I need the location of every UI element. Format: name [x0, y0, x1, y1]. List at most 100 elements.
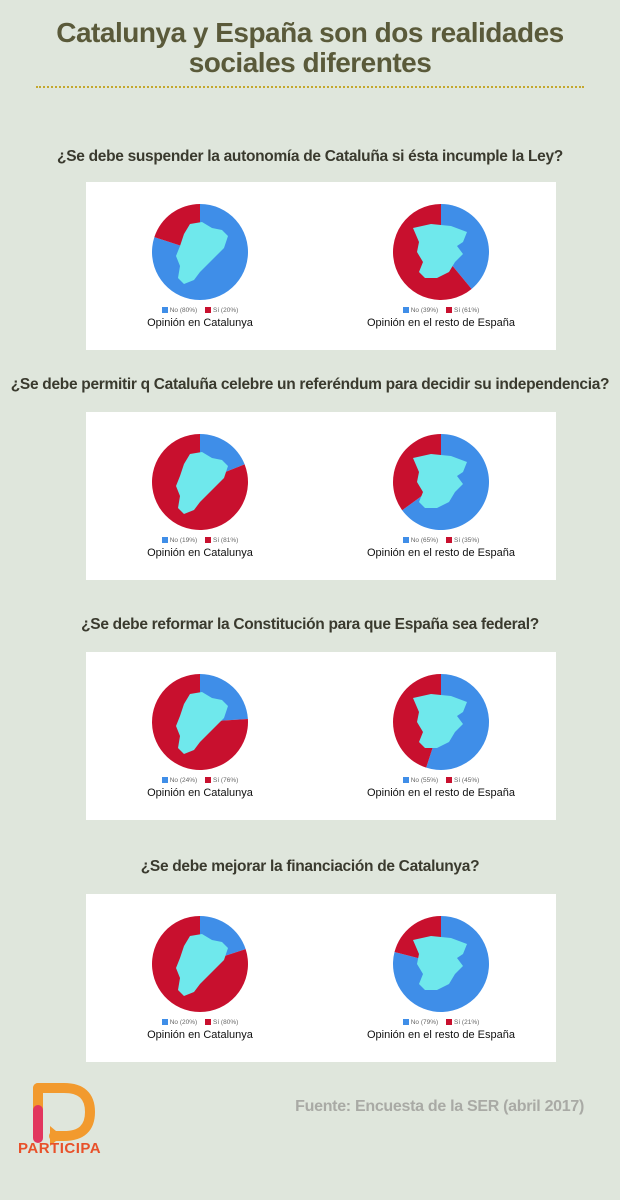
pie-chart — [152, 434, 249, 530]
pie-block-catalunya-3: No (24%) Sí (76%) Opinión en Catalunya — [100, 672, 300, 799]
legend-label-si: Sí (20%) — [212, 307, 239, 314]
legend-label-no: No (20%) — [169, 1019, 198, 1026]
legend-swatch-no — [161, 306, 168, 313]
legend-label-no: No (24%) — [169, 777, 198, 784]
espana-map-silhouette — [413, 936, 467, 990]
espana-map-silhouette — [413, 224, 467, 278]
legend-swatch-si — [204, 536, 211, 543]
legend-swatch-no — [161, 776, 168, 783]
chart-panel-2: No (19%) Sí (81%) Opinión en Catalunya N… — [86, 412, 556, 580]
legend-item-no: No (65%) — [402, 536, 439, 544]
legend-swatch-no — [402, 536, 409, 543]
question-4: ¿Se debe mejorar la financiación de Cata… — [140, 858, 480, 875]
legend-swatch-no — [402, 306, 409, 313]
legend-label-no: No (80%) — [169, 307, 198, 314]
chart-panel-1: No (80%) Sí (20%) Opinión en Catalunya N… — [86, 182, 556, 350]
pie-chart — [393, 916, 490, 1012]
legend: No (55%) Sí (45%) — [341, 776, 541, 785]
legend-item-si: Sí (45%) — [445, 776, 480, 784]
pie-block-catalunya-1: No (80%) Sí (20%) Opinión en Catalunya — [100, 202, 300, 329]
pie-block-espana-1: No (39%) Sí (61%) Opinión en el resto de… — [341, 202, 541, 329]
legend-label-si: Sí (80%) — [212, 1019, 239, 1026]
legend: No (79%) Sí (21%) — [341, 1018, 541, 1027]
participa-logo-text: PARTICIPA — [18, 1140, 102, 1157]
legend-item-si: Sí (81%) — [204, 536, 239, 544]
question-3: ¿Se debe reformar la Constitución para q… — [81, 616, 539, 633]
pie-chart — [152, 204, 249, 300]
title-divider — [36, 86, 584, 88]
pie-block-catalunya-2: No (19%) Sí (81%) Opinión en Catalunya — [100, 432, 300, 559]
legend: No (19%) Sí (81%) — [100, 536, 300, 545]
legend: No (39%) Sí (61%) — [341, 306, 541, 315]
legend-item-no: No (79%) — [402, 1018, 439, 1026]
legend: No (80%) Sí (20%) — [100, 306, 300, 315]
legend-label-no: No (39%) — [410, 307, 439, 314]
legend-swatch-si — [445, 306, 452, 313]
pie-caption: Opinión en Catalunya — [147, 317, 253, 329]
legend-label-si: Sí (76%) — [212, 777, 239, 784]
pie-caption: Opinión en el resto de España — [367, 1029, 515, 1041]
legend-item-si: Sí (61%) — [445, 306, 480, 314]
catalunya-map-silhouette — [176, 934, 228, 996]
question-2: ¿Se debe permitir q Cataluña celebre un … — [10, 376, 610, 393]
legend-item-no: No (24%) — [161, 776, 198, 784]
legend-swatch-si — [445, 536, 452, 543]
pie-chart — [393, 674, 490, 770]
legend-label-si: Sí (45%) — [453, 777, 480, 784]
title-line-2: sociales diferentes — [188, 47, 432, 78]
legend-item-si: Sí (20%) — [204, 306, 239, 314]
legend-label-si: Sí (61%) — [453, 307, 480, 314]
source-note: Fuente: Encuesta de la SER (abril 2017) — [295, 1098, 584, 1115]
page-title: Catalunya y España son dos realidades so… — [0, 18, 620, 78]
pie-chart — [392, 204, 489, 300]
legend-item-no: No (80%) — [161, 306, 198, 314]
legend-item-si: Sí (80%) — [204, 1018, 239, 1026]
pie-chart — [151, 916, 248, 1012]
legend-label-no: No (19%) — [169, 537, 198, 544]
legend: No (20%) Sí (80%) — [100, 1018, 300, 1027]
pie-chart — [152, 674, 249, 770]
legend-label-si: Sí (35%) — [453, 537, 480, 544]
legend-swatch-si — [204, 1018, 211, 1025]
legend-label-no: No (65%) — [410, 537, 439, 544]
legend-swatch-si — [204, 306, 211, 313]
legend-item-no: No (39%) — [402, 306, 439, 314]
legend-label-si: Sí (81%) — [212, 537, 239, 544]
catalunya-map-silhouette — [176, 692, 228, 754]
catalunya-map-silhouette — [176, 452, 228, 514]
legend-item-no: No (55%) — [402, 776, 439, 784]
legend-label-no: No (55%) — [410, 777, 439, 784]
pie-caption: Opinión en el resto de España — [367, 547, 515, 559]
pie-block-espana-4: No (79%) Sí (21%) Opinión en el resto de… — [341, 914, 541, 1041]
legend: No (24%) Sí (76%) — [100, 776, 300, 785]
pie-caption: Opinión en el resto de España — [367, 317, 515, 329]
catalunya-map-silhouette — [176, 222, 228, 284]
pie-caption: Opinión en Catalunya — [147, 787, 253, 799]
legend-swatch-no — [161, 536, 168, 543]
legend-swatch-no — [402, 776, 409, 783]
espana-map-silhouette — [413, 454, 467, 508]
question-1: ¿Se debe suspender la autonomía de Catal… — [57, 148, 563, 165]
legend-item-si: Sí (21%) — [445, 1018, 480, 1026]
legend-swatch-si — [445, 1018, 452, 1025]
legend-swatch-no — [161, 1018, 168, 1025]
pie-caption: Opinión en el resto de España — [367, 787, 515, 799]
pie-slice-si — [393, 434, 441, 511]
legend-item-no: No (19%) — [161, 536, 198, 544]
pie-chart — [393, 434, 490, 530]
legend-swatch-si — [445, 776, 452, 783]
chart-panel-3: No (24%) Sí (76%) Opinión en Catalunya N… — [86, 652, 556, 820]
legend-label-no: No (79%) — [410, 1019, 439, 1026]
title-line-1: Catalunya y España son dos realidades — [56, 17, 564, 48]
pie-block-espana-2: No (65%) Sí (35%) Opinión en el resto de… — [341, 432, 541, 559]
legend-swatch-no — [402, 1018, 409, 1025]
chart-panel-4: No (20%) Sí (80%) Opinión en Catalunya N… — [86, 894, 556, 1062]
legend: No (65%) Sí (35%) — [341, 536, 541, 545]
legend-label-si: Sí (21%) — [453, 1019, 480, 1026]
legend-swatch-si — [204, 776, 211, 783]
pie-caption: Opinión en Catalunya — [147, 547, 253, 559]
pie-block-espana-3: No (55%) Sí (45%) Opinión en el resto de… — [341, 672, 541, 799]
legend-item-no: No (20%) — [161, 1018, 198, 1026]
pie-caption: Opinión en Catalunya — [147, 1029, 253, 1041]
participa-logo-icon — [33, 1083, 96, 1146]
